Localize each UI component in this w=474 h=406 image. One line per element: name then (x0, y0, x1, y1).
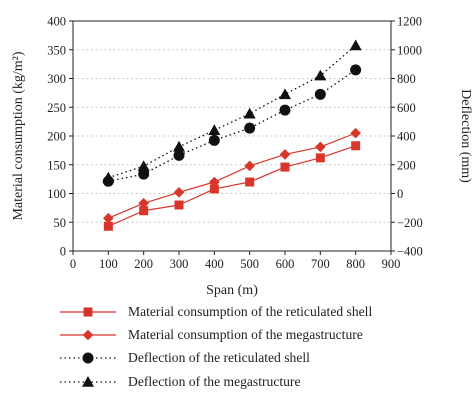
data-point-diamond (138, 197, 149, 209)
x-tick-label: 800 (346, 257, 365, 271)
x-tick-label: 700 (311, 257, 330, 271)
data-point-diamond (103, 212, 114, 224)
data-point-triangle (314, 69, 327, 81)
data-point-circle (314, 88, 326, 100)
legend-marker-circle (82, 352, 94, 364)
y2-axis-title: Deflection (mm) (458, 89, 473, 183)
data-point-diamond (244, 160, 255, 172)
y2-tick-label: 0 (397, 187, 403, 201)
legend-symbol-diamond (60, 329, 116, 341)
data-point-square (209, 184, 219, 194)
y-tick-label: 400 (47, 15, 66, 29)
data-point-circle (138, 168, 150, 180)
legend-marker-triangle (82, 375, 94, 387)
y2-tick-label: 400 (397, 130, 416, 144)
data-point-diamond (279, 149, 291, 160)
gridlines (73, 49, 391, 223)
x-tick-label: 100 (99, 257, 118, 271)
legend-marker-diamond (82, 329, 94, 341)
y2-tick-label: 600 (397, 101, 416, 115)
legend: Material consumption of the reticulated … (58, 300, 468, 393)
x-tick-label: 900 (382, 257, 401, 271)
data-point-triangle (102, 171, 115, 183)
y-tick-label: 0 (60, 245, 66, 259)
data-point-square (315, 153, 325, 163)
data-point-triangle (243, 107, 256, 119)
data-point-triangle (279, 88, 291, 100)
legend-symbol-triangle (60, 375, 116, 387)
series-layer (102, 39, 362, 231)
data-point-triangle (349, 39, 362, 51)
data-point-diamond (350, 127, 361, 139)
legend-label: Deflection of the megastructure (128, 373, 301, 389)
data-point-square (280, 162, 290, 172)
y2-tick-label: −400 (397, 245, 423, 259)
series-2 (103, 127, 361, 224)
y2-axis-ticks: −400 −200 0 200 400 600 800 1000 1200 (391, 15, 423, 259)
data-point-square (103, 221, 113, 231)
x-tick-label: 300 (170, 257, 189, 271)
x-tick-label: 500 (240, 257, 259, 271)
data-point-square (351, 141, 361, 151)
legend-item: Material consumption of the reticulated … (58, 300, 468, 323)
legend-label: Material consumption of the megastructur… (128, 326, 363, 342)
legend-item: Deflection of the megastructure (58, 370, 468, 393)
legend-symbol-circle (60, 352, 116, 364)
legend-item: Deflection of the reticulated shell (58, 347, 468, 370)
legend-symbol-square (60, 307, 116, 317)
series-1 (103, 141, 361, 231)
data-point-square (245, 177, 255, 187)
data-point-square (174, 200, 184, 210)
y-axis-ticks: 0 50 100 150 200 250 300 350 400 (47, 15, 73, 259)
y2-tick-label: 200 (397, 158, 416, 172)
data-point-circle (244, 122, 256, 134)
legend-label: Material consumption of the reticulated … (128, 303, 373, 319)
x-tick-label: 0 (70, 257, 76, 271)
x-tick-label: 600 (276, 257, 295, 271)
series-4 (102, 39, 362, 183)
y-tick-label: 250 (47, 101, 66, 115)
data-point-triangle (173, 140, 185, 152)
data-point-circle (173, 149, 185, 161)
data-point-square (139, 206, 149, 216)
y-tick-label: 350 (47, 43, 66, 57)
y-tick-label: 150 (47, 158, 66, 172)
series-line (108, 145, 356, 227)
data-point-diamond (173, 187, 185, 198)
data-point-diamond (315, 141, 326, 153)
x-axis-ticks: 0 100 200 300 400 500 600 700 800 900 (70, 251, 401, 271)
y2-tick-label: 1000 (397, 43, 422, 57)
y-tick-label: 100 (47, 187, 66, 201)
data-point-triangle (208, 124, 221, 136)
data-point-circle (279, 104, 291, 116)
data-point-diamond (209, 176, 220, 188)
y-tick-label: 200 (47, 130, 66, 144)
x-axis-title: Span (m) (206, 283, 258, 298)
legend-item: Material consumption of the megastructur… (58, 323, 468, 346)
y2-tick-label: 1200 (397, 15, 422, 29)
y2-tick-label: 800 (397, 72, 416, 86)
y-tick-label: 300 (47, 72, 66, 86)
x-tick-label: 200 (134, 257, 153, 271)
legend-label: Deflection of the reticulated shell (128, 350, 310, 366)
series-line (108, 44, 357, 179)
x-tick-label: 400 (205, 257, 224, 271)
y2-tick-label: −200 (397, 216, 423, 230)
data-point-triangle (137, 160, 150, 171)
chart: 0 100 200 300 400 500 600 700 800 900 0 50 100 150 20… (11, 15, 473, 299)
legend-marker-square (83, 307, 93, 317)
y-tick-label: 50 (54, 216, 67, 230)
data-point-circle (208, 134, 220, 146)
y-axis-title: Material consumption (kg/m²) (11, 51, 26, 220)
data-point-circle (350, 64, 362, 76)
series-line (108, 132, 356, 219)
